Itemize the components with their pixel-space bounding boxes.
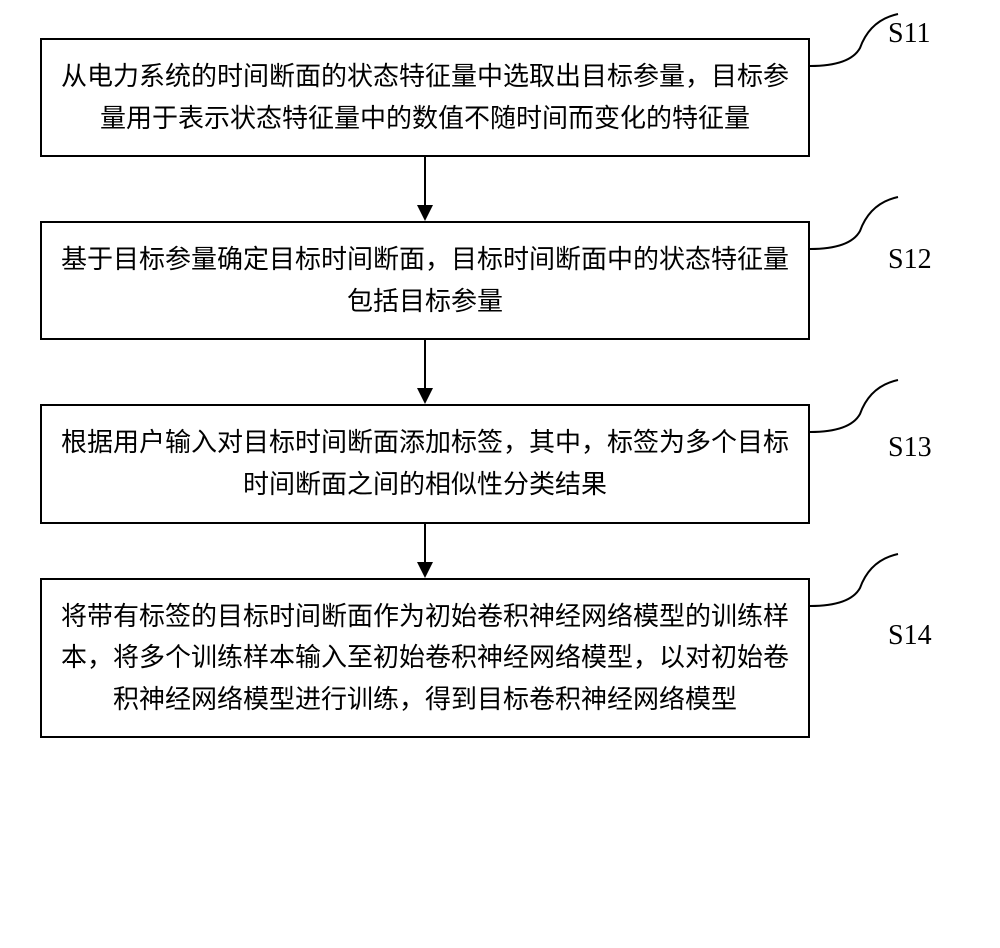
brace-connector-s14	[810, 548, 900, 608]
step-label-s14: S14	[888, 620, 932, 652]
step-row-s12: 基于目标参量确定目标时间断面，目标时间断面中的状态特征量包括目标参量	[40, 221, 960, 340]
step-label-s12: S12	[888, 244, 932, 276]
brace-connector-s12	[810, 191, 900, 251]
step-box-s14: 将带有标签的目标时间断面作为初始卷积神经网络模型的训练样本，将多个训练样本输入至…	[40, 578, 810, 739]
step-text-s11: 从电力系统的时间断面的状态特征量中选取出目标参量，目标参量用于表示状态特征量中的…	[61, 62, 789, 133]
step-text-s14: 将带有标签的目标时间断面作为初始卷积神经网络模型的训练样本，将多个训练样本输入至…	[61, 602, 789, 714]
arrow-s13-s14	[40, 524, 810, 578]
arrow-s11-s12	[40, 157, 810, 221]
brace-connector-s13	[810, 374, 900, 434]
step-text-s13: 根据用户输入对目标时间断面添加标签，其中，标签为多个目标时间断面之间的相似性分类…	[61, 428, 789, 499]
arrow-s12-s13	[40, 340, 810, 404]
brace-connector-s11	[810, 8, 900, 68]
step-label-s11: S11	[888, 18, 931, 50]
step-row-s13: 根据用户输入对目标时间断面添加标签，其中，标签为多个目标时间断面之间的相似性分类…	[40, 404, 960, 523]
step-box-s12: 基于目标参量确定目标时间断面，目标时间断面中的状态特征量包括目标参量	[40, 221, 810, 340]
step-box-s11: 从电力系统的时间断面的状态特征量中选取出目标参量，目标参量用于表示状态特征量中的…	[40, 38, 810, 157]
step-row-s14: 将带有标签的目标时间断面作为初始卷积神经网络模型的训练样本，将多个训练样本输入至…	[40, 578, 960, 739]
step-box-s13: 根据用户输入对目标时间断面添加标签，其中，标签为多个目标时间断面之间的相似性分类…	[40, 404, 810, 523]
step-row-s11: 从电力系统的时间断面的状态特征量中选取出目标参量，目标参量用于表示状态特征量中的…	[40, 38, 960, 157]
flowchart-container: 从电力系统的时间断面的状态特征量中选取出目标参量，目标参量用于表示状态特征量中的…	[40, 38, 960, 738]
step-text-s12: 基于目标参量确定目标时间断面，目标时间断面中的状态特征量包括目标参量	[61, 245, 789, 316]
step-label-s13: S13	[888, 432, 932, 464]
